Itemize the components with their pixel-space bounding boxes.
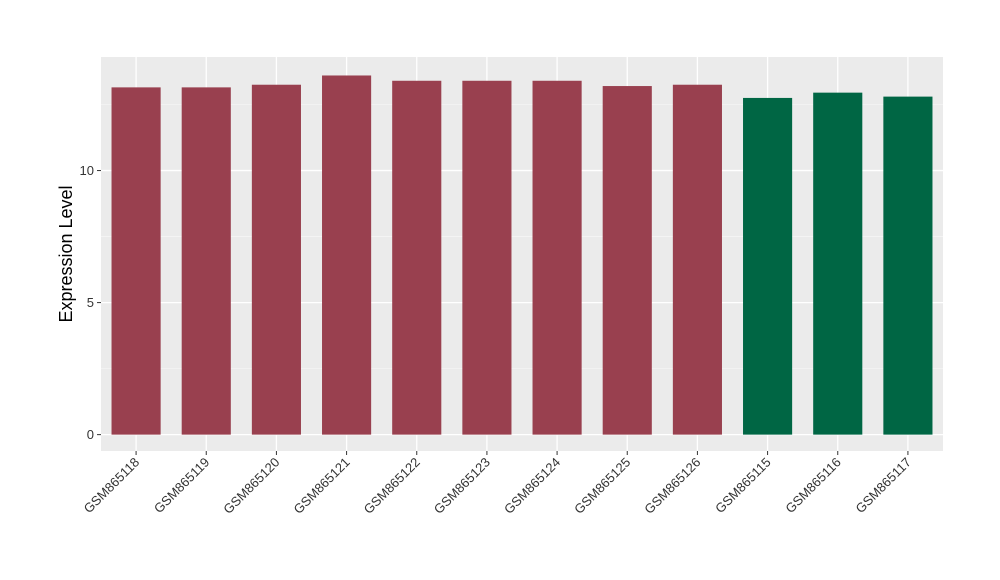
- bar: [743, 97, 793, 435]
- bar: [672, 84, 722, 435]
- bar: [392, 80, 442, 435]
- x-tick-label: GSM865124: [501, 455, 563, 517]
- x-tick-label: GSM865119: [151, 455, 213, 517]
- plot-panel: [101, 57, 943, 451]
- bar: [181, 87, 231, 435]
- bar: [462, 80, 512, 435]
- x-tick-label: GSM865116: [782, 455, 844, 517]
- bar: [111, 87, 161, 435]
- x-tick-label: GSM865123: [431, 455, 493, 517]
- x-tick-label: GSM865126: [641, 455, 703, 517]
- x-tick-label: GSM865120: [220, 455, 282, 517]
- bar: [813, 92, 863, 435]
- bars: [111, 75, 933, 435]
- x-axis: GSM865118 GSM865119 GSM865120 GSM865121 GSM8…: [81, 451, 914, 517]
- x-tick-label: GSM865122: [361, 455, 423, 517]
- x-tick-label: GSM865115: [712, 455, 774, 517]
- y-axis-title: Expression Level: [56, 185, 76, 322]
- bar: [883, 96, 933, 435]
- bar: [251, 84, 301, 435]
- bar: [602, 86, 652, 435]
- bar: [532, 80, 582, 435]
- x-tick-label: GSM865121: [290, 455, 352, 517]
- y-tick-label: 5: [87, 295, 94, 310]
- bar: [322, 75, 372, 435]
- minor-gridlines: [101, 104, 943, 370]
- x-tick-label: GSM865118: [81, 455, 143, 517]
- x-tick-label: GSM865117: [852, 455, 914, 517]
- x-tick-label: GSM865125: [571, 455, 633, 517]
- y-tick-label: 10: [80, 163, 94, 178]
- y-tick-label: 0: [87, 427, 94, 442]
- y-axis: 0 5 10: [80, 163, 101, 442]
